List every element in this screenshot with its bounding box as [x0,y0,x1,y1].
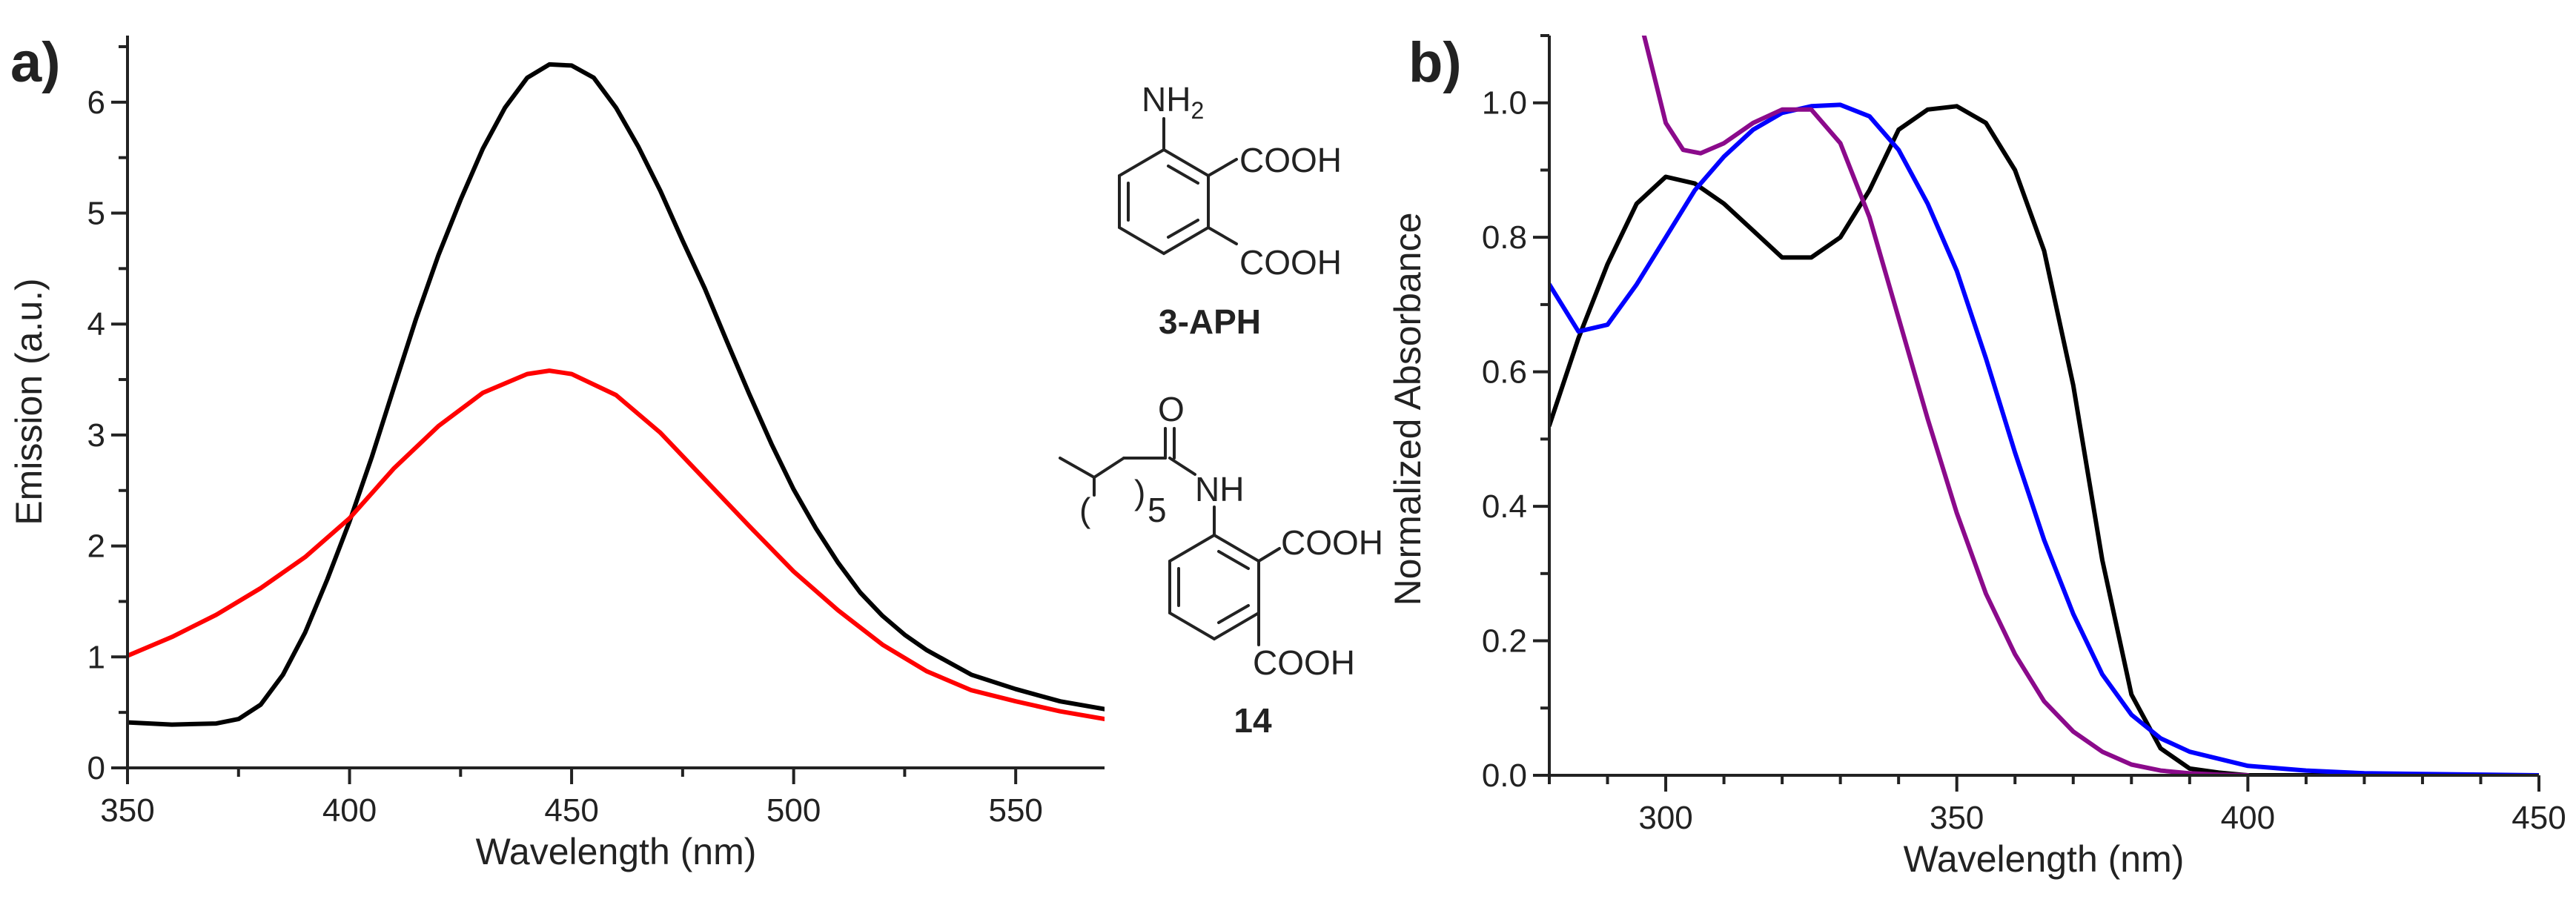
x-tick-label: 400 [2221,800,2275,836]
double-bond [1167,219,1199,239]
series-line-14 [128,368,1105,722]
y-tick-label: 3 [87,417,105,454]
panel-a-ticks: 350 400 450 500 550 0 1 2 3 4 5 6 [87,44,1043,829]
carboxyl-top: COOH [1281,523,1383,562]
y-tick-label: 5 [87,196,105,232]
double-bond [1217,550,1250,570]
y-tick-label: 0.6 [1482,354,1527,391]
series-line-blue [1549,102,2539,775]
panel-b-ticks: 300 350 400 450 0.0 0.2 0.4 0.6 0.8 1.0 [1482,34,2566,836]
alkyl-chain [1059,457,1125,480]
panel-a-x-label: Wavelength (nm) [476,831,757,872]
chain-repeat-open: ( [1079,491,1091,529]
benzene-ring [1118,147,1210,256]
y-tick-label: 2 [87,528,105,565]
panel-b-series-group [1549,36,2539,775]
y-tick-label: 6 [87,84,105,121]
amine-group: NH2 [1142,80,1204,124]
panel-b: b) 300 350 400 450 0.0 0.2 0.4 0.6 0.8 1.0 Wavele… [1387,31,2566,880]
chain-repeat-count: 5 [1148,491,1167,529]
amide-bond [1168,457,1196,476]
benzene-ring [1168,533,1260,641]
x-tick-label: 450 [544,792,598,829]
panel-a-series-group [128,62,1105,727]
y-tick-label: 1.0 [1482,85,1527,122]
x-tick-label: 350 [1930,800,1984,836]
x-tick-label: 500 [766,792,821,829]
amide-nh: NH [1195,470,1244,508]
panel-a-y-label: Emission (a.u.) [8,278,50,525]
panel-b-y-label: Normalized Absorbance [1387,213,1428,606]
acid-bond-top [1257,547,1281,563]
acid-bond-top [1207,158,1238,177]
y-tick-label: 0.2 [1482,623,1527,660]
double-bond [1217,604,1250,624]
compound-label-14: 14 [1234,701,1272,740]
panel-b-label: b) [1408,31,1462,94]
panel-a-label: a) [10,31,61,94]
structure-3-aph: NH2 COOH COOH 3-APH [1118,80,1342,341]
series-line-black [1549,104,2539,775]
y-tick-label: 0.0 [1482,758,1527,794]
panel-b-x-label: Wavelength (nm) [1904,838,2185,880]
x-tick-label: 300 [1638,800,1692,836]
carboxyl-bottom: COOH [1253,643,1355,682]
acid-bond-bottom [1207,226,1238,245]
series-line-purple [1641,36,2251,775]
y-tick-label: 0.8 [1482,219,1527,256]
y-tick-label: 4 [87,306,105,342]
y-tick-label: 0 [87,750,105,786]
carboxyl-bottom: COOH [1239,243,1342,282]
double-bond [1167,165,1199,185]
y-tick-label: 0.4 [1482,488,1527,525]
x-tick-label: 350 [100,792,154,829]
x-tick-label: 450 [2512,800,2566,836]
series-line-3-aph [128,62,1105,727]
x-tick-label: 400 [322,792,377,829]
x-tick-label: 550 [988,792,1042,829]
y-tick-label: 1 [87,639,105,675]
chain-repeat-close: ) [1134,473,1145,511]
carbonyl-oxygen: O [1158,390,1185,428]
panel-a: a) 350 400 450 500 550 0 1 2 3 4 5 6 Wavelength (nm… [8,31,1383,872]
compound-label-3-aph: 3-APH [1159,302,1261,341]
structure-14: ( ) 5 O NH COOH COOH 14 [1059,390,1383,740]
carboxyl-top: COOH [1239,141,1342,179]
